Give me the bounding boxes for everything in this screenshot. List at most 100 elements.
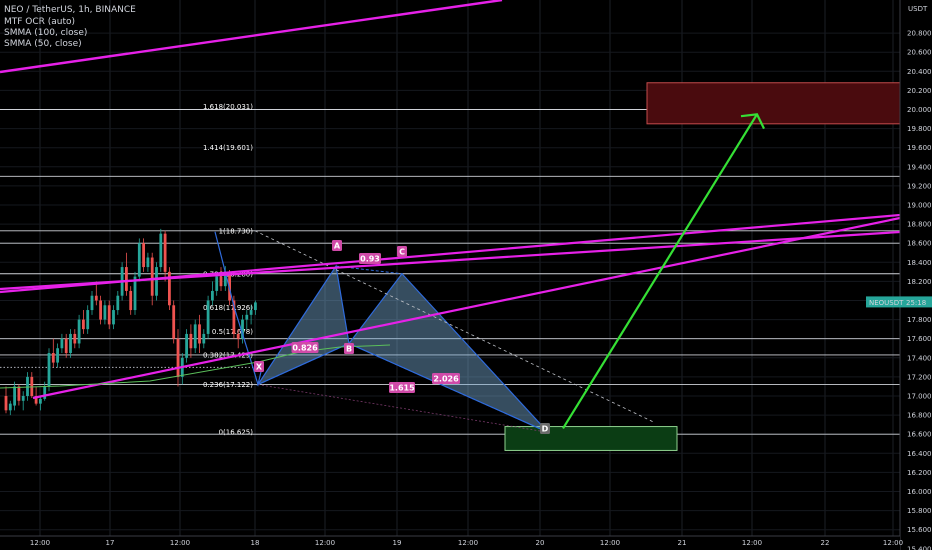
pattern-xb xyxy=(257,343,350,385)
price-tick-label: 17.600 xyxy=(907,335,932,343)
fib-label: 0(16.625) xyxy=(219,428,254,436)
candle-body xyxy=(185,333,188,358)
candle-body xyxy=(163,233,167,272)
candle-body xyxy=(219,276,223,287)
point-tag-c: C xyxy=(399,248,405,257)
point-tag-bg xyxy=(397,246,407,257)
price-tick-label: 16.000 xyxy=(907,488,932,496)
indicator-mtf-ocr[interactable]: MTF OCR (auto) xyxy=(4,17,76,27)
candle-body xyxy=(47,353,51,387)
candle-body xyxy=(223,271,227,287)
candle-body xyxy=(34,396,38,404)
price-tick-label: 20.800 xyxy=(907,30,932,38)
point-tag-bg xyxy=(540,423,550,434)
candle-body xyxy=(150,257,154,296)
horizontal-levels: 1.618(20.031)1.414(19.601)1(18.730)0.786… xyxy=(0,103,900,540)
candle-body xyxy=(77,319,81,344)
candle-body xyxy=(241,319,244,339)
point-tag-d: D xyxy=(542,425,549,434)
trendline-lower xyxy=(32,216,901,400)
candle-body xyxy=(26,376,29,396)
candle-body xyxy=(73,333,77,344)
candle-body xyxy=(60,338,64,349)
candle-body xyxy=(168,271,171,306)
candle-body xyxy=(4,396,8,411)
fib-label: 0.618(17.926) xyxy=(203,304,253,312)
candle-body xyxy=(39,398,42,404)
price-tick-label: 19.000 xyxy=(907,202,932,210)
candle-body xyxy=(142,243,145,268)
time-axis: 12:00 17 12:00 18 12:00 19 12:00 20 12:00 21 12:00… xyxy=(0,535,903,550)
point-tag-x: X xyxy=(256,363,263,372)
entry-zone xyxy=(504,426,678,451)
candle-body xyxy=(129,290,133,311)
candle-body xyxy=(172,305,176,339)
price-tick-label: 18.600 xyxy=(907,240,932,248)
candle-body xyxy=(94,295,98,301)
target-zone xyxy=(646,82,929,125)
fib-label: 1.618(20.031) xyxy=(203,103,253,111)
candle-body xyxy=(56,348,59,363)
time-tick-label: 12:00 xyxy=(883,539,903,547)
candle-body xyxy=(202,333,206,344)
price-tick-label: 16.800 xyxy=(907,412,932,420)
ratio-tag: 0.826 xyxy=(292,344,318,353)
candle-body xyxy=(116,295,120,311)
price-tick-label: 19.600 xyxy=(907,144,932,152)
ratio-tag: 1.615 xyxy=(389,384,415,393)
candle-body xyxy=(82,319,85,330)
price-tick-label: 19.400 xyxy=(907,163,932,171)
last-price-time: 25:18 xyxy=(906,299,926,307)
candle-body xyxy=(211,290,214,301)
candle-body xyxy=(43,386,47,399)
candle-body xyxy=(232,300,236,334)
candle-body xyxy=(8,403,12,411)
point-tag-bg xyxy=(332,240,342,251)
last-price-tag xyxy=(866,296,932,308)
time-tick-label: 22 xyxy=(821,539,830,547)
candle-body xyxy=(155,267,158,296)
fib-label: 1(18.730) xyxy=(219,227,254,235)
currency-label: USDT xyxy=(908,5,928,13)
price-tick-label: 20.000 xyxy=(907,106,932,114)
price-tick-label: 15.400 xyxy=(907,545,932,550)
candle-body xyxy=(133,276,137,311)
trendline-mid xyxy=(0,230,901,291)
price-tick-label: 16.200 xyxy=(907,469,932,477)
time-tick-label: 21 xyxy=(678,539,687,547)
indicator-smma-50[interactable]: SMMA (50, close) xyxy=(4,39,82,49)
time-tick-label: 20 xyxy=(536,539,545,547)
point-tag-bg xyxy=(254,361,264,372)
candle-body xyxy=(107,305,111,325)
price-tick-label: 17.800 xyxy=(907,316,932,324)
candle-body xyxy=(159,233,163,268)
candle-body xyxy=(193,324,197,349)
candle-body xyxy=(112,310,115,325)
price-tick-label: 16.400 xyxy=(907,450,932,458)
fib-label: 0.236(17.122) xyxy=(203,381,253,389)
price-axis: USDT 20.800 20.600 20.400 20.200 20.000 19.800… xyxy=(866,0,932,550)
candle-body xyxy=(249,310,253,315)
time-tick-label: 12:00 xyxy=(315,539,335,547)
indicator-smma-100[interactable]: SMMA (100, close) xyxy=(4,28,88,38)
ratio-tag: 0.93 xyxy=(360,255,380,264)
candles xyxy=(4,228,257,416)
price-tick-label: 20.600 xyxy=(907,49,932,57)
candle-body xyxy=(206,300,210,334)
zones xyxy=(504,82,929,451)
ratio-tag: 2.026 xyxy=(433,375,459,384)
last-price-symbol: NEOUSDT xyxy=(869,299,904,307)
point-tag-b: B xyxy=(346,345,352,354)
candle-body xyxy=(21,396,25,401)
point-tag-bg xyxy=(344,343,354,354)
price-tick-label: 15.600 xyxy=(907,526,932,534)
time-tick-label: 12:00 xyxy=(170,539,190,547)
time-tick-label: 18 xyxy=(251,539,260,547)
fib-diagonal xyxy=(254,230,656,424)
candle-body xyxy=(17,386,21,401)
candle-body xyxy=(198,324,201,344)
price-tick-label: 17.200 xyxy=(907,373,932,381)
candle-body xyxy=(228,271,231,301)
